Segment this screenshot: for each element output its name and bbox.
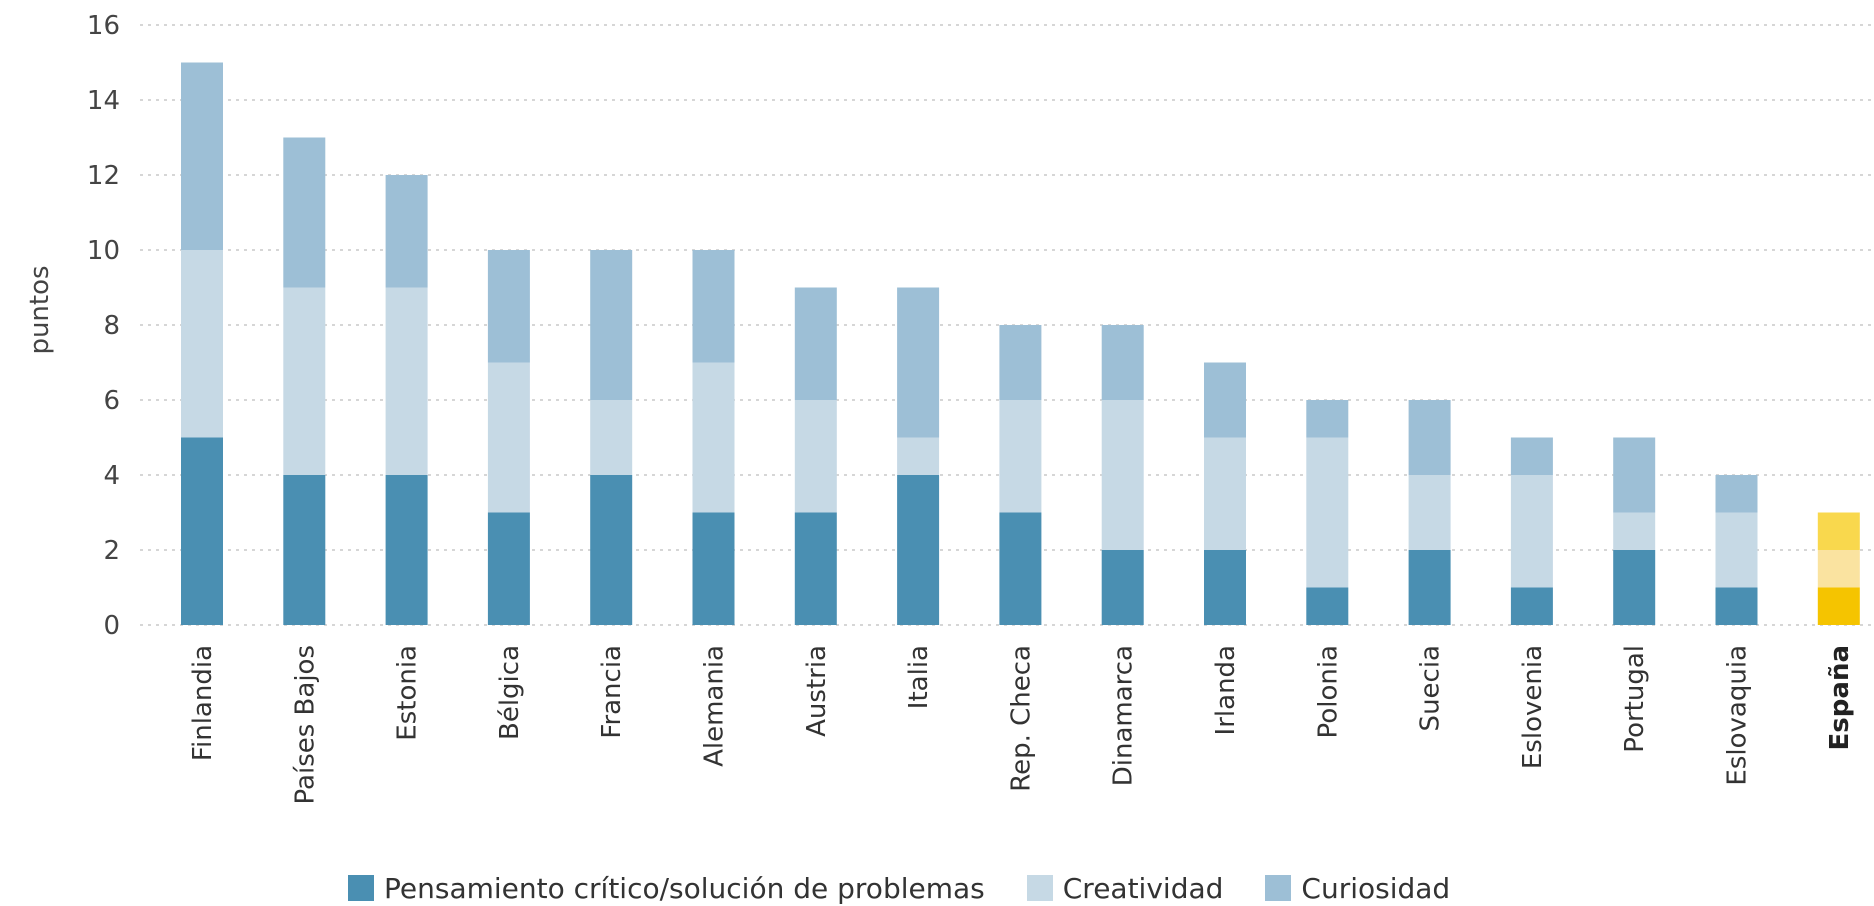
bar-segment	[1101, 550, 1144, 625]
bar-segment	[1613, 437, 1656, 513]
bar-segment	[1715, 475, 1758, 513]
x-tick-label: Eslovaquia	[1723, 645, 1753, 786]
x-tick-label: Bélgica	[495, 645, 525, 740]
y-tick-label: 0	[103, 611, 120, 641]
x-tick-label: Austria	[802, 645, 832, 737]
bar-segment	[1817, 587, 1860, 625]
bar-segment	[1408, 400, 1451, 475]
bar-segment	[1408, 550, 1451, 625]
bar-segment	[385, 287, 428, 475]
legend-label: Pensamiento crítico/solución de problema…	[384, 871, 985, 905]
x-tick-label: Eslovenia	[1518, 645, 1548, 769]
y-tick-label: 14	[87, 86, 120, 116]
y-tick-label: 2	[103, 536, 120, 566]
legend-label: Curiosidad	[1301, 871, 1451, 905]
bar-segment	[897, 437, 940, 475]
x-tick-label: Suecia	[1416, 645, 1446, 731]
bar-segment	[590, 250, 633, 400]
bar-segment	[1613, 512, 1656, 550]
x-tick-label: Francia	[597, 645, 627, 739]
bar-segment	[1510, 475, 1553, 588]
x-tick-label: Polonia	[1313, 645, 1343, 738]
bar-segment	[1715, 512, 1758, 588]
bar-segment	[999, 512, 1042, 625]
bar-segment	[1101, 325, 1144, 400]
bar-segment	[1510, 587, 1553, 625]
bar-segment	[692, 512, 735, 625]
x-axis-labels: Finlandia Países Bajos Estonia Bélgica Franc…	[188, 645, 1855, 804]
x-tick-label: Rep. Checa	[1006, 645, 1036, 792]
x-tick-label: España	[1825, 645, 1855, 750]
bar-segment	[590, 400, 633, 475]
legend-item: Creatividad	[1026, 871, 1224, 905]
bar-segment	[487, 512, 530, 625]
bar-segment	[1715, 587, 1758, 625]
legend-swatch	[1265, 875, 1292, 901]
bar-segment	[897, 475, 940, 625]
legend-label: Creatividad	[1062, 871, 1224, 905]
bar-segment	[181, 437, 223, 625]
x-tick-label: Portugal	[1620, 645, 1650, 753]
bar-segment	[1101, 400, 1144, 550]
bar-segment	[1306, 400, 1349, 438]
bar-segment	[487, 362, 530, 513]
bar-segment	[1204, 437, 1246, 550]
bar-segment	[487, 250, 530, 363]
bar-segment	[1817, 550, 1860, 588]
bar-segment	[1817, 512, 1860, 550]
bar-segment	[590, 475, 633, 625]
x-tick-label: Finlandia	[188, 645, 218, 761]
legend-swatch	[1026, 875, 1053, 901]
legend-swatch	[348, 875, 374, 901]
bar-segment	[385, 475, 428, 625]
y-axis-label: puntos	[25, 265, 55, 354]
bar-segment	[692, 362, 735, 513]
x-tick-label: Estonia	[393, 645, 423, 741]
bar-segment	[692, 250, 735, 363]
bar-segment	[999, 325, 1042, 400]
bars	[181, 62, 1860, 625]
y-tick-label: 16	[87, 11, 120, 41]
y-tick-label: 4	[103, 461, 120, 491]
x-tick-label: Irlanda	[1211, 645, 1241, 735]
x-tick-label: Alemania	[700, 645, 730, 767]
bar-segment	[794, 400, 837, 513]
x-tick-label: Países Bajos	[290, 645, 320, 804]
bar-segment	[1408, 475, 1451, 550]
x-tick-label: Italia	[904, 645, 934, 709]
legend-item: Pensamiento crítico/solución de problema…	[348, 872, 985, 905]
y-tick-label: 12	[87, 161, 120, 191]
bar-segment	[1306, 437, 1349, 588]
legend-item: Curiosidad	[1265, 872, 1450, 905]
bar-segment	[999, 400, 1042, 513]
x-tick-label: Dinamarca	[1109, 645, 1139, 786]
bar-segment	[1204, 550, 1246, 625]
bar-segment	[181, 250, 223, 438]
bar-segment	[1306, 587, 1349, 625]
bar-segment	[794, 512, 837, 625]
bar-segment	[283, 137, 326, 288]
bar-segment	[385, 175, 428, 288]
legend: Pensamiento crítico/solución de problema…	[348, 870, 1492, 906]
bar-segment	[897, 287, 940, 438]
bar-segment	[1613, 550, 1656, 625]
bar-segment	[794, 287, 837, 400]
bar-segment	[181, 62, 223, 250]
y-tick-label: 10	[87, 236, 120, 266]
bar-segment	[1204, 362, 1246, 438]
bar-segment	[283, 475, 326, 625]
grid-lines	[140, 24, 1874, 626]
bar-segment	[283, 287, 326, 475]
y-axis-ticks: 0 2 4 6 8 10 12 14 16	[87, 11, 120, 641]
y-tick-label: 6	[103, 386, 120, 416]
y-tick-label: 8	[103, 311, 120, 341]
bar-segment	[1510, 437, 1553, 475]
